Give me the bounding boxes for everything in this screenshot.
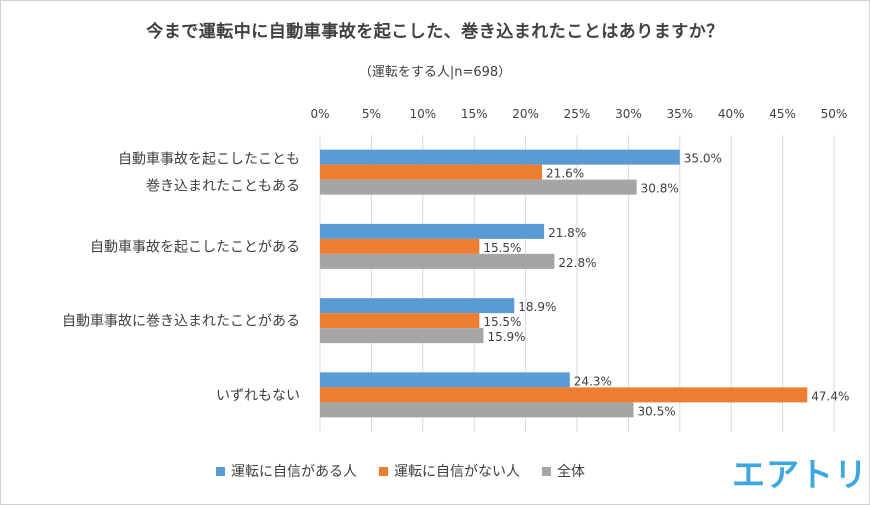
legend-label: 運転に自信がない人: [394, 464, 520, 480]
legend-swatch: [216, 466, 225, 476]
bar: [320, 179, 637, 195]
legend-item: 運転に自信がある人: [216, 461, 357, 481]
data-label: 30.5%: [638, 404, 676, 418]
legend-item: 運転に自信がない人: [379, 461, 520, 481]
bar: [320, 223, 545, 239]
data-label: 21.8%: [548, 226, 586, 240]
category-label: いずれもない: [216, 388, 300, 404]
category-label: 自動車事故に巻き込まれたことがある: [62, 313, 300, 330]
bar: [320, 328, 484, 344]
legend-label: 運転に自信がある人: [231, 464, 357, 480]
data-label: 21.6%: [546, 167, 584, 181]
data-label: 22.8%: [558, 256, 596, 270]
x-tick-label: 25%: [564, 107, 591, 121]
bar: [320, 372, 570, 388]
bar: [320, 164, 543, 180]
data-label: 15.5%: [483, 241, 521, 255]
legend-item: 全体: [542, 461, 585, 481]
legend-swatch: [379, 466, 388, 476]
x-tick-label: 20%: [512, 107, 539, 121]
chart-title: 今まで運転中に自動車事故を起こした、巻き込まれたことはありますか？: [146, 22, 724, 42]
chart-subtitle: （運転をする人|n=698）: [358, 65, 512, 80]
legend-label: 全体: [557, 464, 585, 480]
data-label: 15.5%: [483, 315, 521, 329]
data-label: 47.4%: [811, 389, 849, 403]
bar: [320, 313, 480, 329]
bar: [320, 253, 555, 269]
x-tick-label: 0%: [310, 107, 329, 121]
bar: [320, 402, 634, 418]
data-label: 35.0%: [684, 152, 722, 166]
x-tick-label: 35%: [666, 107, 693, 121]
x-tick-label: 40%: [718, 107, 745, 121]
category-label: 自動車事故を起こしたことも: [118, 151, 300, 168]
x-tick-label: 10%: [409, 107, 436, 121]
x-tick-label: 45%: [769, 107, 796, 121]
bar: [320, 238, 480, 254]
eatri-logo: エアトリ: [732, 455, 868, 494]
x-tick-label: 15%: [461, 107, 488, 121]
legend-swatch: [542, 466, 551, 476]
legend: 運転に自信がある人 運転に自信がない人 全体: [216, 461, 585, 481]
bar: [320, 387, 808, 403]
x-tick-label: 50%: [821, 107, 848, 121]
x-tick-label: 30%: [615, 107, 642, 121]
data-label: 30.8%: [641, 182, 679, 196]
bar: [320, 149, 680, 165]
category-label: 巻き込まれたこともある: [146, 179, 300, 195]
category-label: 自動車事故を起こしたことがある: [90, 238, 300, 255]
data-label: 18.9%: [518, 300, 556, 314]
data-label: 24.3%: [574, 374, 612, 388]
x-tick-label: 5%: [362, 107, 381, 121]
data-label: 15.9%: [487, 330, 525, 344]
bar: [320, 298, 515, 314]
